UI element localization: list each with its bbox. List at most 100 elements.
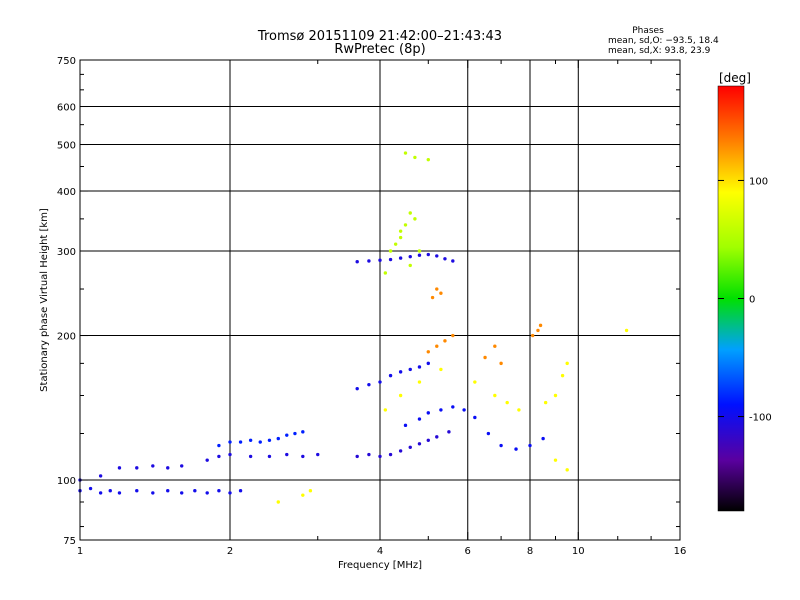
data-point — [398, 235, 403, 240]
data-point — [383, 408, 388, 412]
data-point — [443, 257, 447, 261]
data-point — [493, 393, 497, 398]
data-point — [393, 242, 398, 246]
data-point — [276, 500, 280, 504]
data-point — [403, 223, 408, 227]
colorbar-label: [deg] — [719, 71, 751, 85]
data-point — [408, 445, 412, 450]
data-point — [462, 408, 466, 412]
data-point — [408, 263, 412, 268]
phase-stats-title: Phases — [632, 26, 664, 36]
data-point — [98, 491, 103, 495]
data-point — [530, 333, 535, 338]
data-points — [78, 151, 629, 504]
data-point — [135, 466, 139, 470]
data-point — [388, 249, 393, 253]
colorbar-tick-label: 100 — [749, 176, 768, 187]
data-point — [98, 474, 103, 478]
data-point — [451, 333, 455, 338]
colorbar-ticks: 100 0 -100 — [718, 176, 772, 424]
x-tick-label: 4 — [377, 546, 383, 557]
data-point — [447, 430, 451, 434]
data-point — [285, 452, 289, 457]
data-point — [180, 464, 184, 468]
data-point — [435, 254, 439, 258]
y-tick-label: 600 — [57, 103, 76, 114]
plot-frame — [79, 59, 681, 541]
data-point — [451, 259, 455, 263]
colorbar-tick-label: -100 — [749, 413, 772, 424]
data-point — [403, 423, 408, 428]
data-point — [417, 442, 422, 446]
data-point — [417, 380, 422, 384]
data-point — [88, 486, 93, 491]
data-point — [426, 252, 430, 257]
y-tick-label: 400 — [57, 187, 76, 198]
data-point — [238, 489, 243, 493]
data-point — [378, 380, 382, 384]
y-tick-label: 75 — [63, 536, 76, 547]
data-point — [560, 373, 565, 378]
data-point — [413, 217, 417, 221]
data-point — [499, 361, 503, 366]
data-point — [388, 452, 393, 457]
data-point — [248, 438, 253, 442]
data-point — [388, 373, 393, 378]
data-point — [276, 436, 280, 441]
data-point — [228, 440, 232, 444]
data-point — [553, 458, 558, 462]
data-point — [367, 452, 371, 457]
data-point — [426, 411, 430, 415]
data-point — [367, 382, 371, 387]
data-point — [426, 438, 430, 442]
data-point — [151, 491, 155, 495]
data-point — [439, 291, 443, 295]
data-point — [166, 466, 170, 470]
data-point — [408, 367, 412, 372]
data-point — [193, 489, 197, 493]
data-point — [473, 415, 477, 420]
data-point — [117, 466, 122, 470]
data-point — [217, 443, 221, 448]
data-point — [417, 253, 422, 257]
data-point — [426, 350, 430, 354]
y-tick-label: 750 — [57, 56, 76, 67]
data-point — [228, 452, 232, 457]
data-point — [517, 408, 521, 412]
data-point — [166, 489, 170, 493]
data-point — [403, 151, 408, 155]
data-point — [217, 489, 221, 493]
data-point — [413, 155, 417, 160]
data-point — [108, 489, 112, 493]
data-point — [565, 361, 569, 366]
data-point — [398, 256, 403, 260]
data-point — [383, 271, 388, 275]
data-point — [180, 491, 184, 495]
data-point — [205, 491, 209, 495]
data-point — [151, 464, 155, 468]
chart-title-line2: RwPretec (8p) — [334, 42, 425, 57]
data-point — [258, 440, 262, 444]
data-point — [430, 295, 435, 300]
grid-lines — [80, 60, 680, 540]
data-point — [543, 400, 548, 405]
data-point — [528, 443, 532, 448]
data-point — [267, 454, 272, 459]
data-point — [378, 258, 382, 262]
data-point — [443, 339, 447, 343]
data-point — [417, 417, 422, 421]
data-point — [435, 435, 439, 439]
data-point — [355, 260, 359, 264]
x-tick-label: 16 — [674, 546, 687, 557]
data-point — [486, 431, 491, 436]
data-point — [378, 454, 382, 459]
data-point — [238, 440, 243, 444]
data-point — [301, 430, 305, 434]
data-point — [293, 431, 297, 436]
y-tick-label: 500 — [57, 141, 76, 152]
data-point — [398, 370, 403, 374]
data-point — [536, 328, 540, 333]
data-point — [417, 365, 422, 369]
data-point — [624, 328, 629, 333]
